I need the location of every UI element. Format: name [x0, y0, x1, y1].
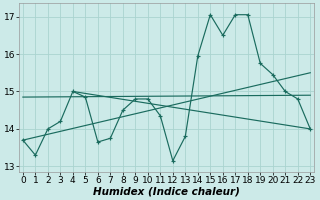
- X-axis label: Humidex (Indice chaleur): Humidex (Indice chaleur): [93, 187, 240, 197]
